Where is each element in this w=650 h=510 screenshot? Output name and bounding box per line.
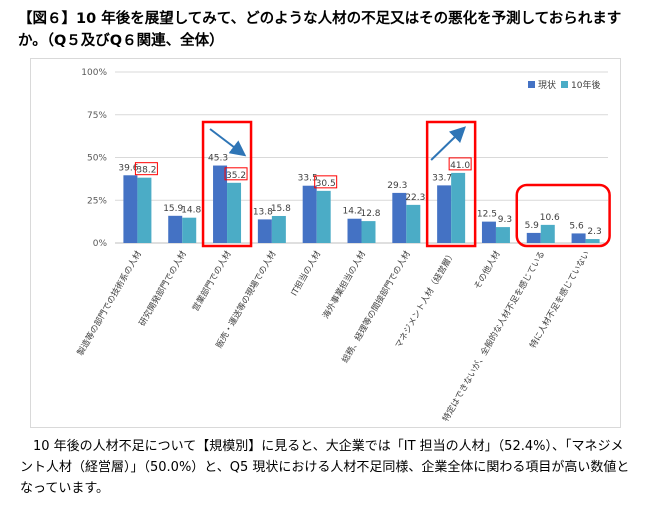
data-label: 5.6 xyxy=(569,221,584,231)
label-highlight-box xyxy=(224,167,248,181)
figure-title: 【図６】10 年後を展望してみて、どのような人材の不足又はその悪化を予測しておら… xyxy=(18,11,622,49)
data-label: 12.8 xyxy=(360,209,380,219)
data-label: 35.2 xyxy=(226,171,246,181)
data-label: 13.8 xyxy=(253,207,273,217)
category-label: 海外事業担当の人材 xyxy=(320,249,368,321)
highlight-box xyxy=(201,120,253,248)
data-label: 33.7 xyxy=(432,173,452,183)
data-label: 14.2 xyxy=(342,207,362,217)
bar-future xyxy=(227,182,242,243)
bar-future xyxy=(316,190,331,243)
data-label: 14.8 xyxy=(181,206,201,216)
data-label: 22.3 xyxy=(405,193,425,203)
legend-label: 10年後 xyxy=(571,79,600,91)
data-label: 38.2 xyxy=(136,166,156,176)
bar-current xyxy=(392,192,407,243)
bar-future xyxy=(451,172,466,243)
data-label: 39.6 xyxy=(118,163,138,173)
category-label: 研究開発部門での人材 xyxy=(137,249,189,329)
data-label: 41.0 xyxy=(450,161,470,171)
bar-current xyxy=(168,215,183,243)
bar-future xyxy=(585,239,600,243)
data-label: 29.3 xyxy=(387,181,407,191)
highlight-box xyxy=(515,183,611,248)
data-label: 33.5 xyxy=(298,174,318,184)
y-tick-label: 25% xyxy=(87,196,107,206)
bar-future xyxy=(540,224,555,243)
y-tick-label: 0% xyxy=(93,239,108,249)
bar-future xyxy=(271,215,286,243)
legend-label: 現状 xyxy=(538,79,556,91)
legend-swatch xyxy=(528,81,535,88)
chart-frame xyxy=(30,58,621,428)
y-tick-label: 50% xyxy=(87,154,107,164)
y-tick-label: 75% xyxy=(87,111,107,121)
category-label: IT担当の人材 xyxy=(289,249,324,298)
data-label: 9.3 xyxy=(498,215,512,225)
bar-future xyxy=(182,217,197,243)
bar-future xyxy=(137,177,152,243)
bar-current xyxy=(213,165,228,243)
data-label: 45.3 xyxy=(208,154,228,164)
data-label: 10.6 xyxy=(540,213,560,223)
data-label: 15.8 xyxy=(271,204,291,214)
category-label: 特定はできないが、全般的な人材不足を感じている xyxy=(440,249,547,424)
bar-current xyxy=(123,175,138,243)
data-label: 2.3 xyxy=(587,227,601,237)
category-label: 営業部門での人材 xyxy=(190,249,234,314)
bar-future xyxy=(361,221,376,243)
category-label: 製造等の部門での技術系の人材 xyxy=(75,249,144,358)
body-paragraph: 10 年後の人材不足について【規模別】に見ると、大企業では「IT 担当の人材」（… xyxy=(20,439,630,496)
bar-current xyxy=(481,221,496,243)
bar-current xyxy=(571,233,586,243)
bar-future xyxy=(406,204,421,243)
highlight-box xyxy=(425,120,477,248)
data-label: 5.9 xyxy=(525,221,540,231)
bar-current xyxy=(347,218,362,243)
bar-future xyxy=(495,227,510,243)
bar-chart: 0% 25% 50% 75% 100% 39.638.2 15.914.8 45.3 35.2 1… xyxy=(75,68,611,424)
label-highlight-box xyxy=(134,162,158,176)
bar-current xyxy=(257,219,272,243)
trend-arrow xyxy=(209,128,247,157)
bar-current xyxy=(526,232,541,243)
data-label: 15.9 xyxy=(163,204,183,214)
y-tick-label: 100% xyxy=(81,68,107,78)
category-label: その他人材 xyxy=(472,249,503,292)
data-label: 12.5 xyxy=(477,210,497,220)
label-highlight-box xyxy=(314,175,338,189)
data-label: 30.5 xyxy=(316,179,336,189)
legend-swatch xyxy=(561,81,568,88)
bar-current xyxy=(302,185,317,243)
trend-arrow xyxy=(430,126,467,161)
label-highlight-box xyxy=(448,157,472,171)
bar-current xyxy=(437,185,452,243)
